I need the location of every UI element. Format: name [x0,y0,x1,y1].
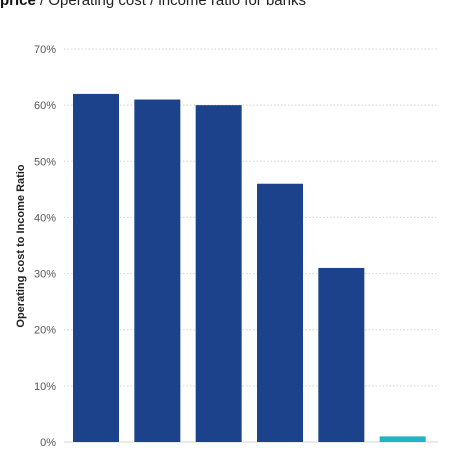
bars [73,93,426,443]
bar [134,99,181,443]
bar [379,436,426,442]
y-axis-label: Operating cost to Income Ratio [15,164,27,327]
y-tick-label: 30% [34,269,56,281]
chart-title-bold: price [0,0,36,9]
y-axis-ticks: 0% 10% 20% 30% 40% 50% 60% 70% [34,44,56,449]
gridlines [64,48,438,443]
y-tick-label: 50% [34,156,56,168]
bar [318,267,365,442]
chart-title: price / Operating cost / income ratio fo… [0,0,306,9]
y-tick-label: 40% [34,212,56,224]
y-tick-label: 10% [34,381,56,393]
chart-title-rest: / Operating cost / income ratio for bank… [35,0,306,9]
y-tick-label: 60% [34,100,56,112]
bar [195,105,242,443]
y-tick-label: 0% [40,437,56,449]
bar [257,183,303,442]
bar [73,93,119,443]
y-tick-label: 70% [34,44,56,56]
y-tick-label: 20% [34,325,56,337]
